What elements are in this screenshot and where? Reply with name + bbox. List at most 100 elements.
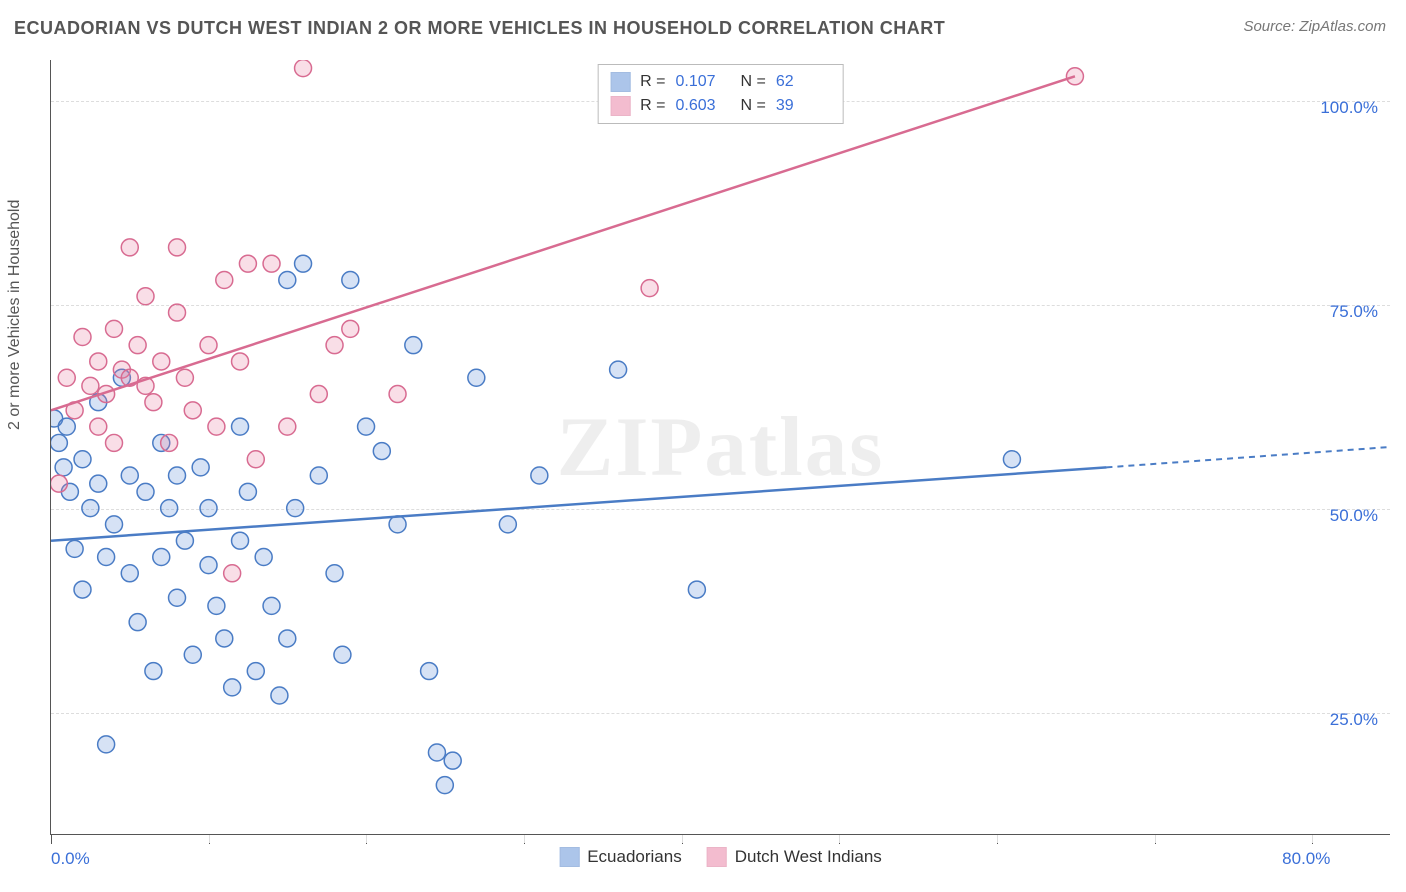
scatter-point	[153, 353, 170, 370]
scatter-point	[468, 369, 485, 386]
n-label: N =	[741, 73, 766, 91]
scatter-point	[224, 565, 241, 582]
scatter-point	[137, 483, 154, 500]
chart-source: Source: ZipAtlas.com	[1243, 18, 1386, 35]
scatter-point	[169, 467, 186, 484]
scatter-point	[106, 516, 123, 533]
chart-container: ECUADORIAN VS DUTCH WEST INDIAN 2 OR MOR…	[0, 0, 1406, 892]
scatter-point	[263, 255, 280, 272]
scatter-point	[224, 679, 241, 696]
x-tick-label: 0.0%	[51, 849, 90, 869]
scatter-point	[389, 386, 406, 403]
scatter-point	[421, 663, 438, 680]
scatter-point	[82, 377, 99, 394]
legend-stats-row-1: R = 0.107 N = 62	[610, 70, 831, 94]
scatter-point	[373, 443, 390, 460]
x-tick-label: 80.0%	[1282, 849, 1330, 869]
scatter-point	[129, 614, 146, 631]
scatter-point	[98, 736, 115, 753]
scatter-point	[176, 532, 193, 549]
grid-line-v	[1312, 835, 1313, 843]
swatch-ecuadorians	[610, 72, 630, 92]
scatter-point	[342, 320, 359, 337]
legend-stats-row-2: R = 0.603 N = 39	[610, 94, 831, 118]
scatter-point	[641, 280, 658, 297]
scatter-point	[405, 337, 422, 354]
legend-item-ecuadorians: Ecuadorians	[559, 847, 682, 867]
scatter-point	[232, 532, 249, 549]
scatter-point	[90, 353, 107, 370]
scatter-point	[90, 418, 107, 435]
scatter-point	[436, 777, 453, 794]
scatter-point	[255, 549, 272, 566]
swatch-dutch	[610, 96, 630, 116]
scatter-point	[208, 418, 225, 435]
scatter-point	[192, 459, 209, 476]
grid-line-v	[1155, 835, 1156, 843]
scatter-point	[216, 271, 233, 288]
scatter-point	[389, 516, 406, 533]
scatter-point	[145, 663, 162, 680]
scatter-point	[161, 434, 178, 451]
r-value-2: 0.603	[676, 97, 731, 115]
scatter-point	[153, 549, 170, 566]
r-label: R =	[640, 73, 665, 91]
scatter-point	[169, 239, 186, 256]
scatter-point	[295, 255, 312, 272]
x-tick	[51, 834, 52, 844]
scatter-point	[98, 549, 115, 566]
legend-item-dutch: Dutch West Indians	[707, 847, 882, 867]
scatter-point	[176, 369, 193, 386]
scatter-point	[121, 565, 138, 582]
scatter-point	[74, 581, 91, 598]
n-value-1: 62	[776, 73, 831, 91]
scatter-point	[444, 752, 461, 769]
trend-line	[51, 76, 1075, 410]
scatter-point	[688, 581, 705, 598]
grid-line-v	[682, 835, 683, 843]
scatter-point	[358, 418, 375, 435]
scatter-point	[295, 60, 312, 77]
scatter-point	[51, 475, 67, 492]
scatter-point	[169, 304, 186, 321]
chart-svg	[51, 60, 1390, 834]
y-axis-label: 2 or more Vehicles in Household	[6, 200, 24, 430]
scatter-point	[326, 565, 343, 582]
plot-area: ZIPatlas R = 0.107 N = 62 R = 0.603 N = …	[50, 60, 1390, 835]
scatter-point	[121, 467, 138, 484]
chart-title: ECUADORIAN VS DUTCH WEST INDIAN 2 OR MOR…	[14, 18, 945, 39]
scatter-point	[184, 646, 201, 663]
scatter-point	[66, 540, 83, 557]
scatter-point	[90, 475, 107, 492]
scatter-point	[129, 337, 146, 354]
scatter-point	[200, 557, 217, 574]
scatter-point	[247, 663, 264, 680]
scatter-point	[239, 483, 256, 500]
scatter-point	[106, 320, 123, 337]
scatter-point	[279, 271, 296, 288]
scatter-point	[74, 329, 91, 346]
legend-stats: R = 0.107 N = 62 R = 0.603 N = 39	[597, 64, 844, 124]
legend-label-2: Dutch West Indians	[735, 847, 882, 867]
swatch-ecuadorians-bottom	[559, 847, 579, 867]
r-value-1: 0.107	[676, 73, 731, 91]
scatter-point	[51, 434, 67, 451]
scatter-point	[342, 271, 359, 288]
scatter-point	[271, 687, 288, 704]
scatter-point	[239, 255, 256, 272]
swatch-dutch-bottom	[707, 847, 727, 867]
scatter-point	[137, 288, 154, 305]
scatter-point	[334, 646, 351, 663]
scatter-point	[310, 386, 327, 403]
scatter-point	[247, 451, 264, 468]
legend-series: Ecuadorians Dutch West Indians	[559, 847, 882, 867]
grid-line-v	[839, 835, 840, 843]
grid-line-v	[366, 835, 367, 843]
scatter-point	[184, 402, 201, 419]
scatter-point	[208, 597, 225, 614]
scatter-point	[55, 459, 72, 476]
scatter-point	[232, 353, 249, 370]
scatter-point	[287, 500, 304, 517]
scatter-point	[428, 744, 445, 761]
scatter-point	[200, 337, 217, 354]
